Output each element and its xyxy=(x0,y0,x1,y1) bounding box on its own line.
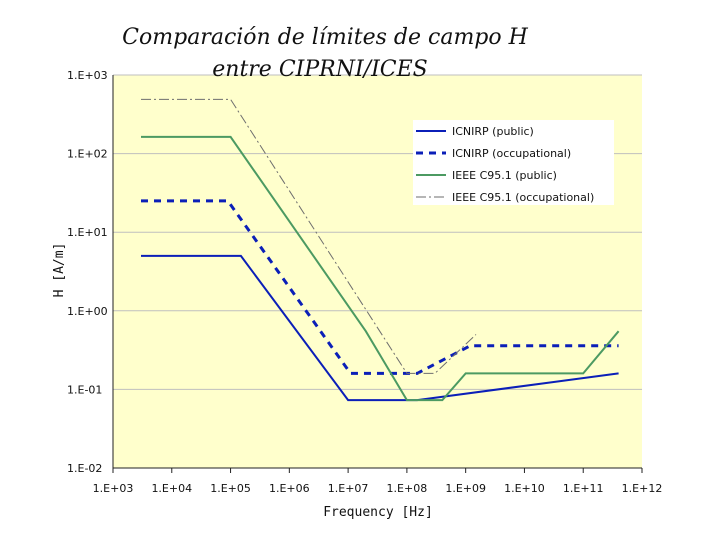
legend-box xyxy=(413,120,614,205)
series-layer xyxy=(141,98,620,402)
x-tick-label: 1.E+08 xyxy=(387,482,428,495)
x-tick-label: 1.E+09 xyxy=(445,482,486,495)
x-tick-label: 1.E+12 xyxy=(622,482,663,495)
chart-title-line-1: Comparación de límites de campo H xyxy=(122,25,528,50)
x-tick-label: 1.E+10 xyxy=(504,482,545,495)
y-tick-label: 1.E+02 xyxy=(67,148,108,161)
x-axis-label: Frequency [Hz] xyxy=(323,505,433,520)
x-tick-label: 1.E+03 xyxy=(93,482,134,495)
y-tick-label: 1.E+03 xyxy=(67,69,108,82)
series-line-1 xyxy=(141,254,619,402)
x-tick-label: 1.E+11 xyxy=(563,482,604,495)
x-tick-label: 1.E+05 xyxy=(210,482,251,495)
legend-label-4: IEEE C95.1 (occupational) xyxy=(452,191,594,204)
series-line-4 xyxy=(141,98,477,374)
series-line-2 xyxy=(141,199,619,375)
y-tick-label: 1.E-01 xyxy=(67,383,102,396)
y-tick-label: 1.E-02 xyxy=(67,462,102,475)
y-tick-label: 1.E+01 xyxy=(67,226,108,239)
legend: ICNIRP (public) ICNIRP (occupational) IEEE… xyxy=(413,120,614,205)
axes xyxy=(112,75,643,473)
legend-label-2: ICNIRP (occupational) xyxy=(452,147,571,160)
tick-labels: 1.E+03 1.E+04 1.E+05 1.E+06 1.E+07 1.E+08 1.E+… xyxy=(67,69,662,495)
legend-label-1: ICNIRP (public) xyxy=(452,125,534,138)
chart-title-line-2: entre CIPRNI/ICES xyxy=(212,57,427,82)
x-tick-label: 1.E+07 xyxy=(328,482,369,495)
x-tick-label: 1.E+06 xyxy=(269,482,310,495)
y-axis-label: H [A/m] xyxy=(52,243,67,298)
series-line-3 xyxy=(141,135,620,402)
legend-label-3: IEEE C95.1 (public) xyxy=(452,169,557,182)
x-tick-label: 1.E+04 xyxy=(151,482,192,495)
y-tick-label: 1.E+00 xyxy=(67,305,108,318)
